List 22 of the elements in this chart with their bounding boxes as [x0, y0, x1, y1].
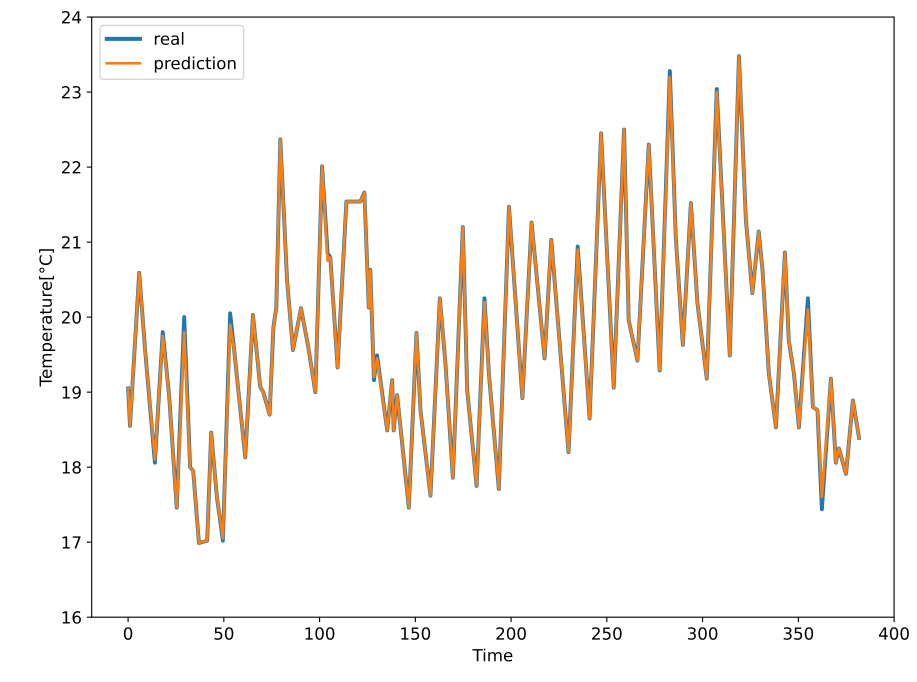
x-tick-label: 350 — [784, 627, 814, 640]
y-tick-label: 24 — [62, 11, 82, 24]
x-tick-label: 300 — [688, 627, 718, 640]
y-tick-label: 21 — [62, 236, 80, 248]
y-tick-label: 23 — [62, 86, 81, 99]
x-tick-label: 150 — [401, 627, 430, 640]
y-axis-title: Temperature[°C] — [39, 249, 56, 386]
x-tick-label: 250 — [592, 627, 622, 640]
x-tick-label: 50 — [214, 627, 234, 640]
y-tick-label: 17 — [62, 536, 81, 549]
y-tick-label: 19 — [62, 386, 81, 399]
x-tick-label: 0 — [124, 627, 132, 640]
x-tick-label: 100 — [306, 627, 334, 640]
legend-label: prediction — [154, 56, 236, 73]
legend-label: real — [154, 32, 184, 45]
y-tick-label: 22 — [62, 161, 80, 174]
y-tick-label: 20 — [62, 311, 81, 324]
x-axis-title: Time — [472, 648, 512, 662]
x-tick-label: 200 — [496, 627, 526, 640]
y-tick-label: 16 — [62, 611, 81, 624]
y-tick-label: 18 — [62, 461, 81, 474]
x-tick-label: 400 — [878, 627, 909, 640]
